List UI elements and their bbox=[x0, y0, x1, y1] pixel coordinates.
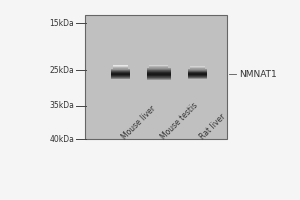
Bar bbox=[85, 15, 227, 139]
Bar bbox=[147, 77, 171, 78]
Text: NMNAT1: NMNAT1 bbox=[239, 70, 277, 79]
Bar bbox=[188, 77, 207, 78]
Bar bbox=[112, 65, 128, 66]
Bar bbox=[111, 77, 130, 78]
Bar bbox=[147, 69, 171, 70]
Text: 40kDa: 40kDa bbox=[49, 135, 74, 144]
Bar bbox=[188, 71, 207, 72]
Bar bbox=[147, 69, 171, 70]
Bar bbox=[149, 64, 168, 65]
Bar bbox=[149, 66, 168, 67]
Bar bbox=[149, 65, 168, 66]
Bar bbox=[111, 78, 130, 79]
Bar bbox=[112, 66, 128, 67]
Bar bbox=[188, 77, 207, 78]
Bar bbox=[111, 74, 130, 75]
Bar bbox=[111, 72, 130, 73]
Bar bbox=[188, 74, 207, 75]
Bar bbox=[147, 76, 171, 77]
Bar bbox=[147, 75, 171, 76]
Bar bbox=[111, 69, 130, 70]
Bar bbox=[147, 73, 171, 74]
Bar bbox=[188, 74, 207, 75]
Bar bbox=[111, 76, 130, 77]
Bar bbox=[111, 74, 130, 75]
Bar bbox=[188, 76, 207, 77]
Bar bbox=[111, 71, 130, 72]
Bar bbox=[147, 70, 171, 71]
Bar bbox=[147, 71, 171, 72]
Bar bbox=[112, 68, 128, 69]
Bar bbox=[188, 76, 207, 77]
Bar bbox=[111, 78, 130, 79]
Text: 15kDa: 15kDa bbox=[50, 19, 74, 28]
Bar bbox=[190, 68, 205, 69]
Bar bbox=[188, 78, 207, 79]
Bar bbox=[147, 77, 171, 78]
Bar bbox=[188, 75, 207, 76]
Bar bbox=[111, 75, 130, 76]
Bar bbox=[147, 79, 171, 80]
Bar bbox=[149, 67, 168, 68]
Bar bbox=[147, 74, 171, 75]
Bar bbox=[147, 72, 171, 73]
Bar bbox=[188, 72, 207, 73]
Bar bbox=[190, 69, 205, 70]
Bar bbox=[188, 71, 207, 72]
Bar bbox=[188, 69, 207, 70]
Bar bbox=[190, 66, 205, 67]
Text: Mouse liver: Mouse liver bbox=[120, 104, 158, 141]
Bar bbox=[111, 77, 130, 78]
Bar bbox=[111, 75, 130, 76]
Text: 35kDa: 35kDa bbox=[49, 101, 74, 110]
Bar bbox=[188, 73, 207, 74]
Bar bbox=[147, 73, 171, 74]
Text: Rat liver: Rat liver bbox=[198, 112, 227, 141]
Bar bbox=[190, 67, 205, 68]
Bar bbox=[188, 70, 207, 71]
Bar bbox=[111, 70, 130, 71]
Text: Mouse testis: Mouse testis bbox=[159, 101, 200, 141]
Bar bbox=[112, 67, 128, 68]
Bar bbox=[188, 70, 207, 71]
Bar bbox=[111, 73, 130, 74]
Text: 25kDa: 25kDa bbox=[50, 66, 74, 75]
Bar bbox=[147, 68, 171, 69]
Bar bbox=[147, 78, 171, 79]
Bar bbox=[188, 75, 207, 76]
Bar bbox=[111, 76, 130, 77]
Bar bbox=[147, 75, 171, 76]
Bar bbox=[147, 71, 171, 72]
